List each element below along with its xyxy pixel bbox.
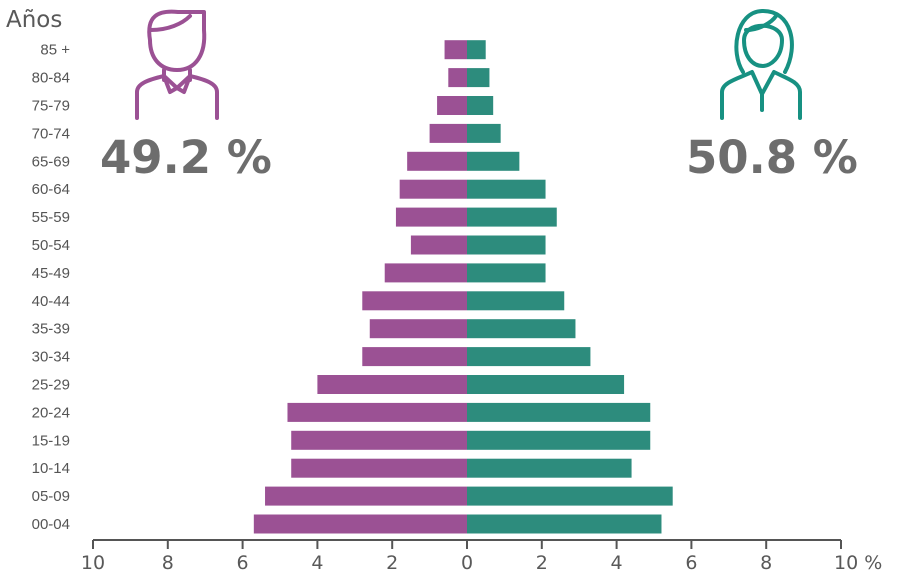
age-label: 45-49	[32, 265, 70, 282]
age-label: 00-04	[32, 516, 70, 533]
age-label: 35-39	[32, 321, 70, 338]
age-label: 25-29	[32, 377, 70, 394]
bar-women-70-74	[467, 123, 501, 143]
age-label: 15-19	[32, 432, 70, 449]
age-label: 80-84	[32, 70, 70, 87]
bar-women-35-39	[467, 319, 576, 339]
bar-men-85	[444, 40, 467, 60]
bar-men-05-09	[265, 486, 467, 506]
bar-women-65-69	[467, 151, 520, 171]
bar-women-50-54	[467, 235, 546, 255]
age-label: 65-69	[32, 153, 70, 170]
x-tick-label: 10 %	[834, 552, 882, 574]
women-percent: 50.8 %	[686, 131, 858, 184]
bars-group	[253, 40, 673, 534]
bar-men-65-69	[407, 151, 467, 171]
bar-men-40-44	[362, 291, 467, 311]
x-tick-label: 4	[611, 552, 623, 574]
bar-women-20-24	[467, 402, 651, 422]
bar-men-60-64	[399, 179, 467, 199]
y-axis-title: Años	[6, 7, 62, 33]
bar-women-80-84	[467, 68, 490, 88]
x-axis: 10 8 6 4 2 0 2 4 6 8 10 %	[81, 539, 882, 574]
x-tick-label: 10	[81, 552, 105, 574]
x-tick-label: 4	[311, 552, 323, 574]
bar-women-10-14	[467, 458, 632, 478]
bar-men-00-04	[253, 514, 467, 534]
woman-icon	[720, 8, 802, 120]
bar-men-35-39	[369, 319, 467, 339]
bar-women-55-59	[467, 207, 557, 227]
bar-women-40-44	[467, 291, 565, 311]
bar-women-60-64	[467, 179, 546, 199]
bar-men-70-74	[429, 123, 467, 143]
bar-men-10-14	[291, 458, 467, 478]
age-label: 20-24	[32, 404, 70, 421]
bar-men-15-19	[291, 430, 467, 450]
x-tick-label: 2	[386, 552, 398, 574]
bar-women-75-79	[467, 96, 494, 115]
bar-women-45-49	[467, 263, 546, 283]
bar-men-20-24	[287, 402, 467, 422]
men-percent: 49.2 %	[100, 131, 272, 184]
x-tick-label: 8	[162, 552, 174, 574]
bar-men-50-54	[410, 235, 467, 255]
bar-women-85	[467, 40, 486, 60]
bar-women-25-29	[467, 375, 625, 394]
age-label: 50-54	[32, 237, 70, 254]
age-label: 05-09	[32, 488, 70, 505]
bar-men-75-79	[437, 96, 467, 115]
man-icon	[135, 9, 219, 120]
bar-men-30-34	[362, 347, 467, 367]
bar-men-45-49	[384, 263, 467, 283]
age-label: 10-14	[32, 460, 70, 477]
bar-men-25-29	[317, 375, 467, 394]
age-label: 85 +	[40, 42, 70, 59]
age-label: 55-59	[32, 209, 70, 226]
age-label: 60-64	[32, 181, 70, 198]
bar-women-15-19	[467, 430, 651, 450]
bar-women-05-09	[467, 486, 673, 506]
age-label: 70-74	[32, 125, 70, 142]
age-labels-group: 00-04 05-09 10-14 15-19 20-24 25-29 30-34 35-39…	[32, 42, 71, 533]
bar-women-00-04	[467, 514, 662, 534]
bar-men-80-84	[448, 68, 467, 88]
x-tick-label: 0	[461, 552, 473, 574]
age-label: 40-44	[32, 293, 70, 310]
age-label: 75-79	[32, 98, 70, 115]
x-tick-label: 2	[536, 552, 548, 574]
x-tick-label: 6	[237, 552, 249, 574]
x-tick-label: 8	[760, 552, 772, 574]
age-label: 30-34	[32, 349, 70, 366]
bar-women-30-34	[467, 347, 591, 367]
x-tick-label: 6	[685, 552, 697, 574]
bar-men-55-59	[395, 207, 467, 227]
